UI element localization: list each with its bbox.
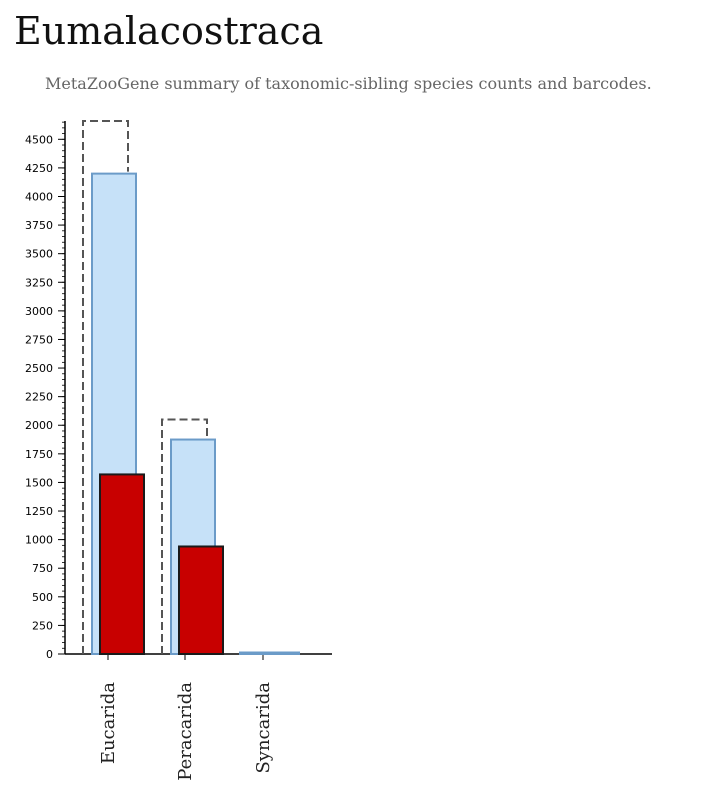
- species-bar: [239, 651, 300, 655]
- y-tick-label: 1250: [25, 505, 53, 518]
- y-tick-label: 4500: [25, 133, 53, 146]
- y-tick-label: 2500: [25, 362, 53, 375]
- x-category-label: Syncarida: [253, 682, 274, 774]
- barcode-bar: [99, 473, 145, 655]
- y-tick-label: 1750: [25, 448, 53, 461]
- x-category-label: Peracarida: [175, 682, 196, 781]
- y-tick-label: 0: [46, 648, 53, 661]
- y-tick-label: 4000: [25, 190, 53, 203]
- y-tick-label: 750: [32, 562, 53, 575]
- y-tick-label: 1000: [25, 534, 53, 547]
- y-tick-label: 250: [32, 619, 53, 632]
- bars: [82, 120, 300, 656]
- barcode-bar: [178, 545, 224, 656]
- x-axis: Eucarida Peracarida Syncarida: [65, 653, 332, 781]
- y-tick-label: 2000: [25, 419, 53, 432]
- y-tick-label: 3000: [25, 305, 53, 318]
- y-axis: 0 250 500 750 1000 1250 1500 1750 2000 2250 2500 27…: [25, 121, 66, 661]
- y-tick-label: 2750: [25, 333, 53, 346]
- x-category-label: Eucarida: [98, 682, 119, 764]
- y-tick-label: 1500: [25, 476, 53, 489]
- total-bar-outline: [82, 120, 129, 654]
- y-tick-label: 4250: [25, 162, 53, 175]
- page-title: Eumalacostraca: [14, 9, 324, 53]
- y-tick-label: 3250: [25, 276, 53, 289]
- page-subtitle: MetaZooGene summary of taxonomic-sibling…: [45, 74, 652, 93]
- y-tick-label: 2250: [25, 391, 53, 404]
- y-tick-label: 3750: [25, 219, 53, 232]
- total-bar-outline: [161, 418, 208, 654]
- y-tick-label: 500: [32, 591, 53, 604]
- y-tick-label: 3500: [25, 248, 53, 261]
